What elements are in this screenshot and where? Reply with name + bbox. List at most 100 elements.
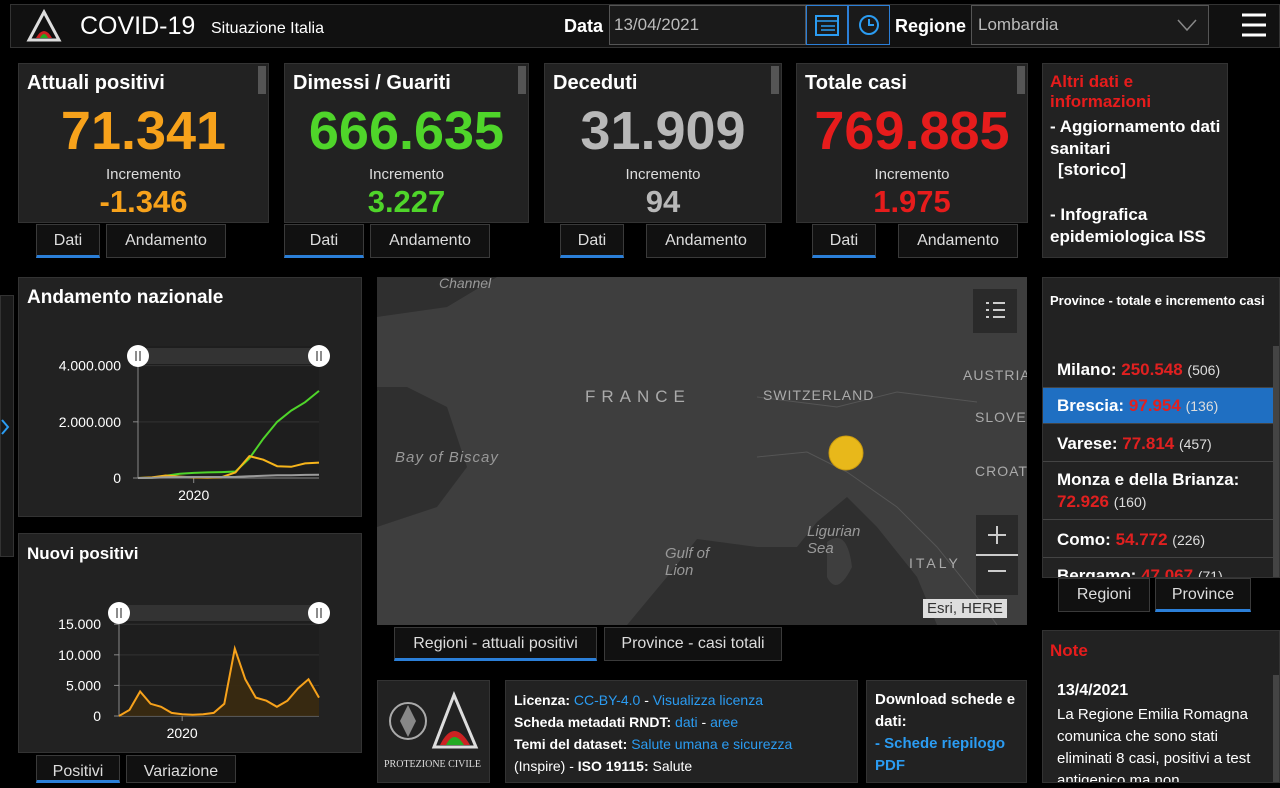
province-row[interactable]: Bergamo: 47.067 (71)	[1043, 558, 1273, 578]
logo-text: PROTEZIONE CIVILE	[384, 759, 481, 770]
zoom-controls[interactable]	[976, 515, 1018, 595]
tab[interactable]: Province	[1155, 578, 1251, 612]
province-increment: (160)	[1113, 494, 1147, 510]
side-arrow	[1, 419, 10, 435]
link[interactable]: CC-BY-4.0	[573, 692, 641, 708]
map[interactable]: Channel FRANCE SWITZERLAND AUSTRIA SLOVE…	[377, 277, 1027, 625]
link[interactable]: aree	[710, 714, 739, 730]
province-increment: (457)	[1178, 436, 1212, 452]
tab[interactable]: Andamento	[370, 224, 490, 258]
text: Salute	[648, 758, 693, 774]
slider-handle[interactable]	[308, 602, 330, 624]
label: ISO 19115:	[577, 758, 649, 774]
province-name: Monza e della Brianza:	[1057, 470, 1240, 489]
date-buttons[interactable]	[806, 5, 890, 45]
province-increment: (136)	[1185, 398, 1219, 414]
card-title: Deceduti	[553, 72, 638, 94]
tab[interactable]: Variazione	[126, 755, 236, 783]
province-increment: (71)	[1197, 568, 1223, 578]
card-title: Totale casi	[805, 72, 907, 94]
province-row[interactable]: Milano: 250.548 (506)	[1043, 352, 1273, 388]
tab[interactable]: Dati	[36, 224, 100, 258]
line	[137, 473, 320, 479]
scrollbar[interactable]	[1273, 346, 1279, 577]
scrollbar	[258, 66, 266, 94]
slider-handle[interactable]	[108, 602, 130, 624]
scrollbar[interactable]	[1273, 675, 1279, 782]
province-row[interactable]: Varese: 77.814 (457)	[1043, 426, 1273, 462]
tab[interactable]: Andamento	[898, 224, 1018, 258]
menu-button[interactable]	[1240, 12, 1268, 38]
tab[interactable]: Dati	[560, 224, 624, 258]
plot-area	[119, 612, 319, 716]
card-increment-label: Incremento	[625, 166, 701, 183]
tab[interactable]: Regioni - attuali positivi	[394, 627, 597, 661]
info-panel: Altri dati e informazioni - Aggiornament…	[1042, 63, 1228, 258]
tab[interactable]: Andamento	[646, 224, 766, 258]
info-title: Altri dati e informazioni	[1050, 72, 1152, 111]
note-date: 13/4/2021	[1057, 682, 1129, 699]
info-item[interactable]: - Aggiornamento dati sanitari	[1050, 117, 1221, 158]
tab[interactable]: Dati	[812, 224, 876, 258]
info-item[interactable]: [storico]	[1058, 160, 1126, 179]
slider-handle[interactable]	[127, 345, 149, 367]
map-label: AUSTRIA	[963, 367, 1027, 383]
handle	[308, 602, 330, 624]
logo	[26, 8, 62, 42]
card-value: 769.885	[814, 101, 1010, 161]
date-label: Data	[564, 16, 604, 36]
trend-panel: Andamento nazionale 0 2.000.000 4.000.000 2…	[18, 277, 362, 517]
info-item[interactable]: - Infografica epidemiologica ISS	[1050, 205, 1206, 246]
y-tick-label: 10.000	[58, 647, 101, 663]
map-label: SWITZERLAND	[763, 387, 875, 403]
dropdown-arrow	[1177, 19, 1197, 32]
stat-card: Totale casi 769.885 Incremento 1.975	[796, 63, 1028, 223]
chart-title: Nuovi positivi	[27, 544, 139, 563]
provinces-list: Milano: 250.548 (506) Brescia: 97.954 (13…	[1043, 346, 1273, 578]
tab[interactable]: Positivi	[36, 755, 120, 783]
download-title: Download schede e dati:	[875, 691, 1016, 730]
link[interactable]: Salute umana e sicurezza	[631, 736, 793, 752]
stat-card: Attuali positivi 71.341 Incremento -1.346	[18, 63, 269, 223]
chart-title: Andamento nazionale	[27, 287, 224, 308]
card-value: 31.909	[580, 101, 746, 161]
slider-handle[interactable]	[308, 345, 330, 367]
label: Temi del dataset:	[514, 736, 628, 752]
y-tick-label: 5.000	[66, 677, 101, 693]
card-increment-label: Incremento	[105, 166, 182, 183]
map-base	[377, 277, 1027, 625]
date-input[interactable]: 13/04/2021	[609, 5, 806, 45]
tab[interactable]: Andamento	[106, 224, 226, 258]
province-name: Como:	[1057, 530, 1111, 549]
y-tick-label: 15.000	[58, 616, 101, 632]
tab[interactable]: Dati	[284, 224, 364, 258]
y-tick-label: 4.000.000	[59, 358, 121, 374]
logos	[389, 690, 479, 749]
tab[interactable]: Province - casi totali	[604, 627, 782, 661]
handle	[127, 345, 149, 367]
region-select[interactable]: Lombardia	[971, 5, 1209, 45]
link[interactable]: Visualizza licenza	[652, 692, 764, 708]
separator: -	[640, 692, 653, 708]
text: (Inspire) -	[514, 758, 578, 774]
card-increment-label: Incremento	[368, 166, 445, 183]
handle-grip	[316, 608, 322, 618]
province-row[interactable]: Como: 54.772 (226)	[1043, 522, 1273, 558]
stat-card: Deceduti 31.909 Incremento 94	[544, 63, 782, 223]
link[interactable]: dati	[675, 714, 698, 730]
handle	[308, 345, 330, 367]
y-tick-label: 0	[113, 470, 121, 486]
province-name: Bergamo:	[1057, 566, 1137, 578]
scrollbar	[518, 66, 526, 94]
province-row[interactable]: Monza e della Brianza: 72.926 (160)	[1043, 462, 1273, 520]
card-increment: 3.227	[367, 184, 446, 219]
legend-button[interactable]	[973, 289, 1017, 333]
tab[interactable]: Regioni	[1058, 578, 1150, 612]
province-row[interactable]: Brescia: 97.954 (136)	[1043, 388, 1273, 424]
y-tick-label: 2.000.000	[59, 414, 121, 430]
download-link[interactable]: - Schede riepilogo PDF	[875, 735, 1006, 774]
map-label: Gulf of Lion	[665, 545, 710, 579]
handle-grip	[316, 351, 322, 361]
label: Scheda metadati RNDT:	[514, 714, 672, 730]
